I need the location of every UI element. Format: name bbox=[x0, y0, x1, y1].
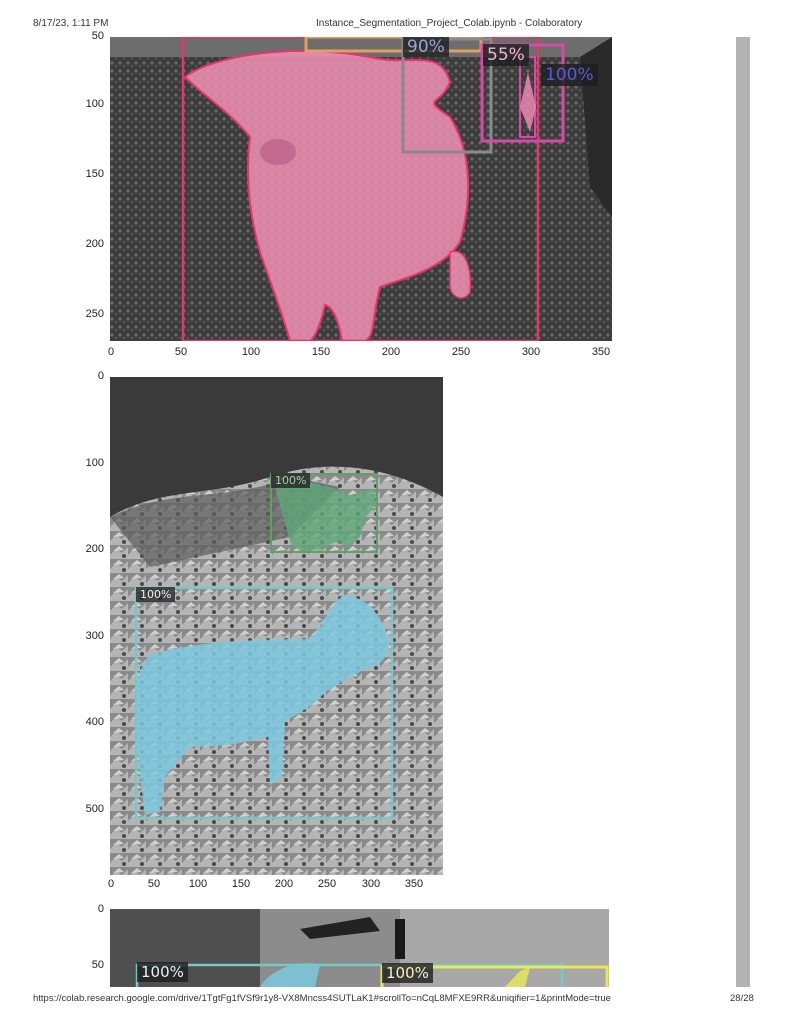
x-tick: 200 bbox=[381, 346, 401, 358]
x-tick: 100 bbox=[241, 346, 261, 358]
x-tick: 50 bbox=[147, 878, 161, 890]
scrollbar-thumb[interactable] bbox=[736, 37, 750, 987]
x-tick: 200 bbox=[274, 878, 294, 890]
goat-segmentation-image-1 bbox=[110, 37, 612, 341]
detection-label-55: 55% bbox=[483, 44, 529, 66]
y-tick: 150 bbox=[85, 168, 104, 180]
figure-2-image: 100% 100% bbox=[110, 377, 443, 875]
page-title: Instance_Segmentation_Project_Colab.ipyn… bbox=[316, 18, 583, 29]
y-tick: 400 bbox=[85, 716, 104, 728]
goat-segmentation-image-3 bbox=[110, 909, 609, 987]
x-tick: 250 bbox=[317, 878, 337, 890]
print-url: https://colab.research.google.com/drive/… bbox=[33, 993, 611, 1004]
x-tick: 150 bbox=[311, 346, 331, 358]
print-datetime: 8/17/23, 1:11 PM bbox=[33, 18, 109, 29]
x-tick: 350 bbox=[591, 346, 611, 358]
y-tick: 300 bbox=[85, 630, 104, 642]
x-tick: 150 bbox=[231, 878, 251, 890]
x-tick: 100 bbox=[188, 878, 208, 890]
x-tick: 300 bbox=[521, 346, 541, 358]
y-tick: 200 bbox=[85, 238, 104, 250]
y-tick: 200 bbox=[85, 543, 104, 555]
x-tick: 300 bbox=[361, 878, 381, 890]
goat-segmentation-image-2 bbox=[110, 377, 443, 875]
y-tick: 250 bbox=[85, 308, 104, 320]
detection-label-green-100: 100% bbox=[271, 473, 311, 488]
detection-label-100: 100% bbox=[541, 64, 598, 86]
figure-3-image: 100% 100% bbox=[110, 909, 609, 987]
x-tick: 250 bbox=[451, 346, 471, 358]
figure-1-image: 90% 55% 100% bbox=[110, 37, 612, 341]
y-tick: 500 bbox=[85, 803, 104, 815]
x-tick: 50 bbox=[174, 346, 188, 358]
detection-label-cyan-100: 100% bbox=[137, 962, 188, 982]
x-tick: 0 bbox=[107, 878, 115, 890]
x-tick: 350 bbox=[404, 878, 424, 890]
x-tick: 0 bbox=[107, 346, 115, 358]
y-tick: 50 bbox=[91, 30, 104, 42]
detection-label-90: 90% bbox=[403, 37, 449, 57]
y-tick: 50 bbox=[91, 959, 104, 971]
y-tick: 0 bbox=[97, 903, 104, 915]
detection-label-cyan-100: 100% bbox=[136, 587, 176, 602]
y-tick: 100 bbox=[85, 98, 104, 110]
y-tick: 100 bbox=[85, 457, 104, 469]
y-tick: 0 bbox=[97, 370, 104, 382]
page-number: 28/28 bbox=[730, 993, 754, 1004]
detection-label-yellow-100: 100% bbox=[382, 963, 433, 983]
